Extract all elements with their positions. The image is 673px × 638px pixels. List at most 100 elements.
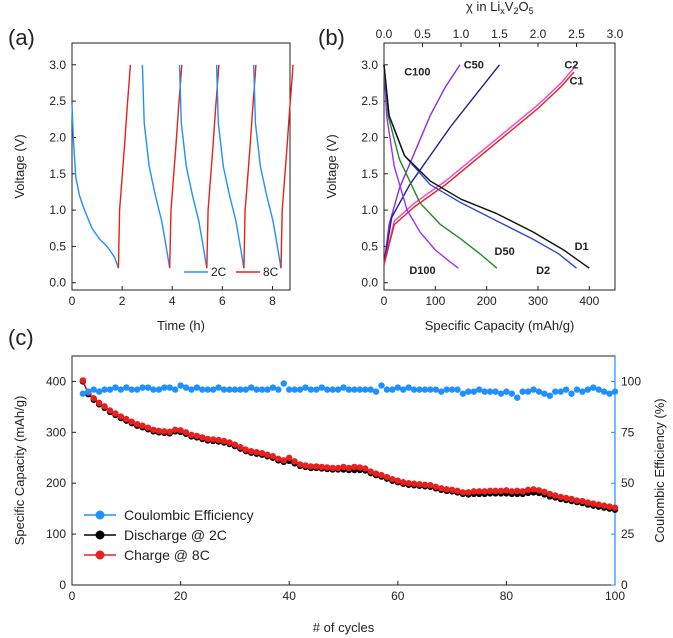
charge-point <box>552 492 559 499</box>
ce-point <box>421 386 429 393</box>
charge-point <box>514 487 521 495</box>
ce-point <box>557 388 564 395</box>
panel-c-xtick-label: 80 <box>500 589 514 603</box>
charge-point <box>454 487 461 495</box>
charge-point <box>318 463 325 471</box>
charge-point <box>562 494 570 502</box>
charge-point <box>204 435 211 443</box>
charge-point <box>144 424 152 431</box>
panel-b-xtick-label: 400 <box>579 294 599 308</box>
ce-point <box>362 386 369 393</box>
ce-point <box>242 386 249 393</box>
legend-8c-label: 8C <box>263 265 279 279</box>
curve-label-c100: C100 <box>404 67 430 79</box>
panel-b-ytick-label: 1.5 <box>361 167 378 181</box>
panel-b-ylabel: Voltage (V) <box>324 134 339 198</box>
charge-point <box>546 490 554 498</box>
charge-point <box>356 464 363 471</box>
ce-point <box>258 386 266 393</box>
ce-point <box>443 386 450 393</box>
charge-point <box>220 437 228 445</box>
ce-point <box>378 382 385 389</box>
panel-b-toplabel: χ in LixV2O5 <box>466 0 534 16</box>
ce-point <box>291 386 298 393</box>
ce-point <box>307 386 315 393</box>
curve-label-d100: D100 <box>409 265 435 277</box>
ce-point <box>416 386 423 393</box>
ce-point <box>383 386 391 393</box>
panel-b-toptick-label: 2.5 <box>568 27 585 41</box>
curve-label-d2: D2 <box>536 265 550 277</box>
ce-point <box>79 390 87 397</box>
charge-point <box>362 465 369 472</box>
panel-b-xtick-label: 200 <box>477 294 497 308</box>
charge-point <box>378 471 385 479</box>
ce-point <box>367 386 374 393</box>
charge-point <box>541 488 548 496</box>
ce-point <box>492 388 499 395</box>
panel-c-xtick-label: 0 <box>69 589 76 603</box>
charge-point <box>334 464 342 472</box>
panel-b-toptick-label: 1.5 <box>491 27 508 41</box>
ce-point <box>465 388 472 395</box>
ce-point <box>552 388 559 395</box>
charge-point <box>492 487 499 495</box>
ce-point <box>275 386 282 393</box>
charge-point <box>182 429 190 436</box>
ce-point <box>400 386 407 393</box>
curve-label-d1: D1 <box>575 241 589 253</box>
panel-b-toptick-label: 3.0 <box>607 27 624 41</box>
curve-d50 <box>383 64 498 269</box>
ce-point <box>611 388 619 395</box>
panel-b-label: (b) <box>318 25 345 50</box>
legend-ce-marker <box>95 510 105 520</box>
charge-point <box>155 427 163 435</box>
toplabel-part: V <box>505 0 514 14</box>
charge-point <box>291 458 298 465</box>
charge-point <box>530 486 537 493</box>
charge-point <box>128 418 135 425</box>
charge-point <box>215 436 222 444</box>
subscript: x <box>500 6 505 16</box>
charge-point <box>595 501 602 508</box>
ce-point <box>117 386 125 393</box>
ce-point <box>302 384 309 391</box>
panel-c-y2label: Coulombic Efficiency (%) <box>652 398 667 542</box>
charge-point <box>106 407 114 414</box>
ce-point <box>584 386 592 393</box>
ce-point <box>269 384 277 391</box>
ce-point <box>199 386 206 393</box>
ce-point <box>166 384 173 391</box>
ce-point <box>606 390 613 397</box>
ce-point <box>503 388 510 395</box>
discharge-2c-line-4 <box>253 64 282 269</box>
ce-point <box>454 386 461 393</box>
charge-point <box>280 457 287 464</box>
charge-point <box>226 439 233 446</box>
ce-point <box>193 384 201 391</box>
charge-point <box>286 454 293 461</box>
charge-point <box>383 473 391 481</box>
ce-point <box>541 390 548 397</box>
charge-point <box>209 436 217 443</box>
ce-point <box>519 388 526 395</box>
panel-b-toptick-label: 0.0 <box>376 27 393 41</box>
ce-point <box>215 384 222 391</box>
panel-c-label: (c) <box>8 325 34 350</box>
charge-point <box>584 499 592 506</box>
curve-c100 <box>383 64 461 265</box>
ce-point <box>171 386 179 393</box>
panel-c-y2tick-label: 0 <box>621 578 628 592</box>
ce-point <box>182 384 190 391</box>
charge-point <box>247 447 255 455</box>
charge-point <box>199 434 206 441</box>
ce-point <box>220 386 228 393</box>
ce-point <box>329 386 336 393</box>
ce-point <box>481 388 488 395</box>
panel-b-xtick-label: 300 <box>528 294 548 308</box>
charge-point <box>611 504 619 511</box>
ce-point <box>204 386 211 393</box>
panel-c-xtick-label: 20 <box>174 589 188 603</box>
panel-b-toptick-label: 0.5 <box>414 27 431 41</box>
charge-point <box>242 446 249 453</box>
